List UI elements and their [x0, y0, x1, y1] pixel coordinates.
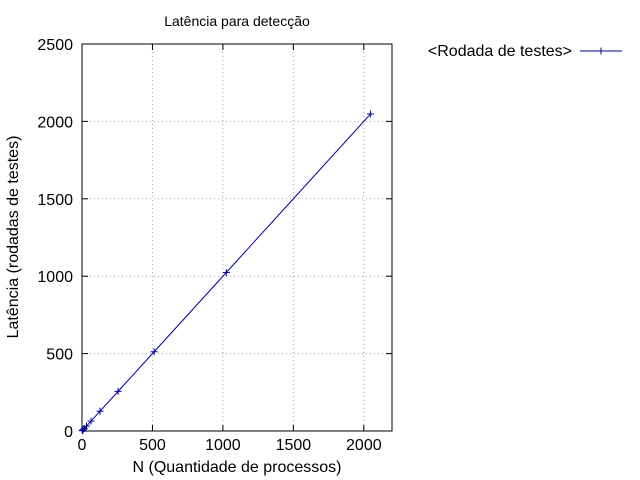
- plot-frame: [81, 43, 393, 432]
- legend-swatch: [580, 47, 622, 55]
- legend: <Rodada de testes>: [428, 43, 622, 60]
- legend-label: <Rodada de testes>: [428, 43, 572, 60]
- data-point: [367, 110, 375, 118]
- series-layer: [78, 110, 375, 435]
- x-tick-label: 1000: [205, 437, 241, 454]
- data-point: [87, 417, 95, 425]
- grid: [82, 44, 392, 431]
- chart-title: Latência para detecção: [164, 13, 310, 29]
- data-point: [222, 268, 230, 276]
- axis-ticks: 0 500 1000 1500 2000 0 500 1000 1500 2000 2500: [37, 37, 392, 454]
- y-tick-label: 1000: [37, 269, 73, 286]
- y-axis-label: Latência (rodadas de testes): [5, 136, 22, 339]
- data-point: [96, 407, 104, 415]
- y-tick-label: 500: [46, 347, 73, 364]
- x-tick-label: 1500: [276, 437, 312, 454]
- x-tick-label: 500: [139, 437, 166, 454]
- y-tick-label: 0: [64, 424, 73, 441]
- data-point: [79, 426, 87, 434]
- data-point: [114, 387, 122, 395]
- data-point: [150, 348, 158, 356]
- x-tick-label: 2000: [346, 437, 382, 454]
- y-tick-label: 1500: [37, 192, 73, 209]
- data-point: [83, 422, 91, 430]
- x-tick-label: 0: [78, 437, 87, 454]
- y-tick-label: 2000: [37, 114, 73, 131]
- y-tick-label: 2500: [37, 37, 73, 54]
- x-axis-label: N (Quantidade de processos): [133, 459, 342, 476]
